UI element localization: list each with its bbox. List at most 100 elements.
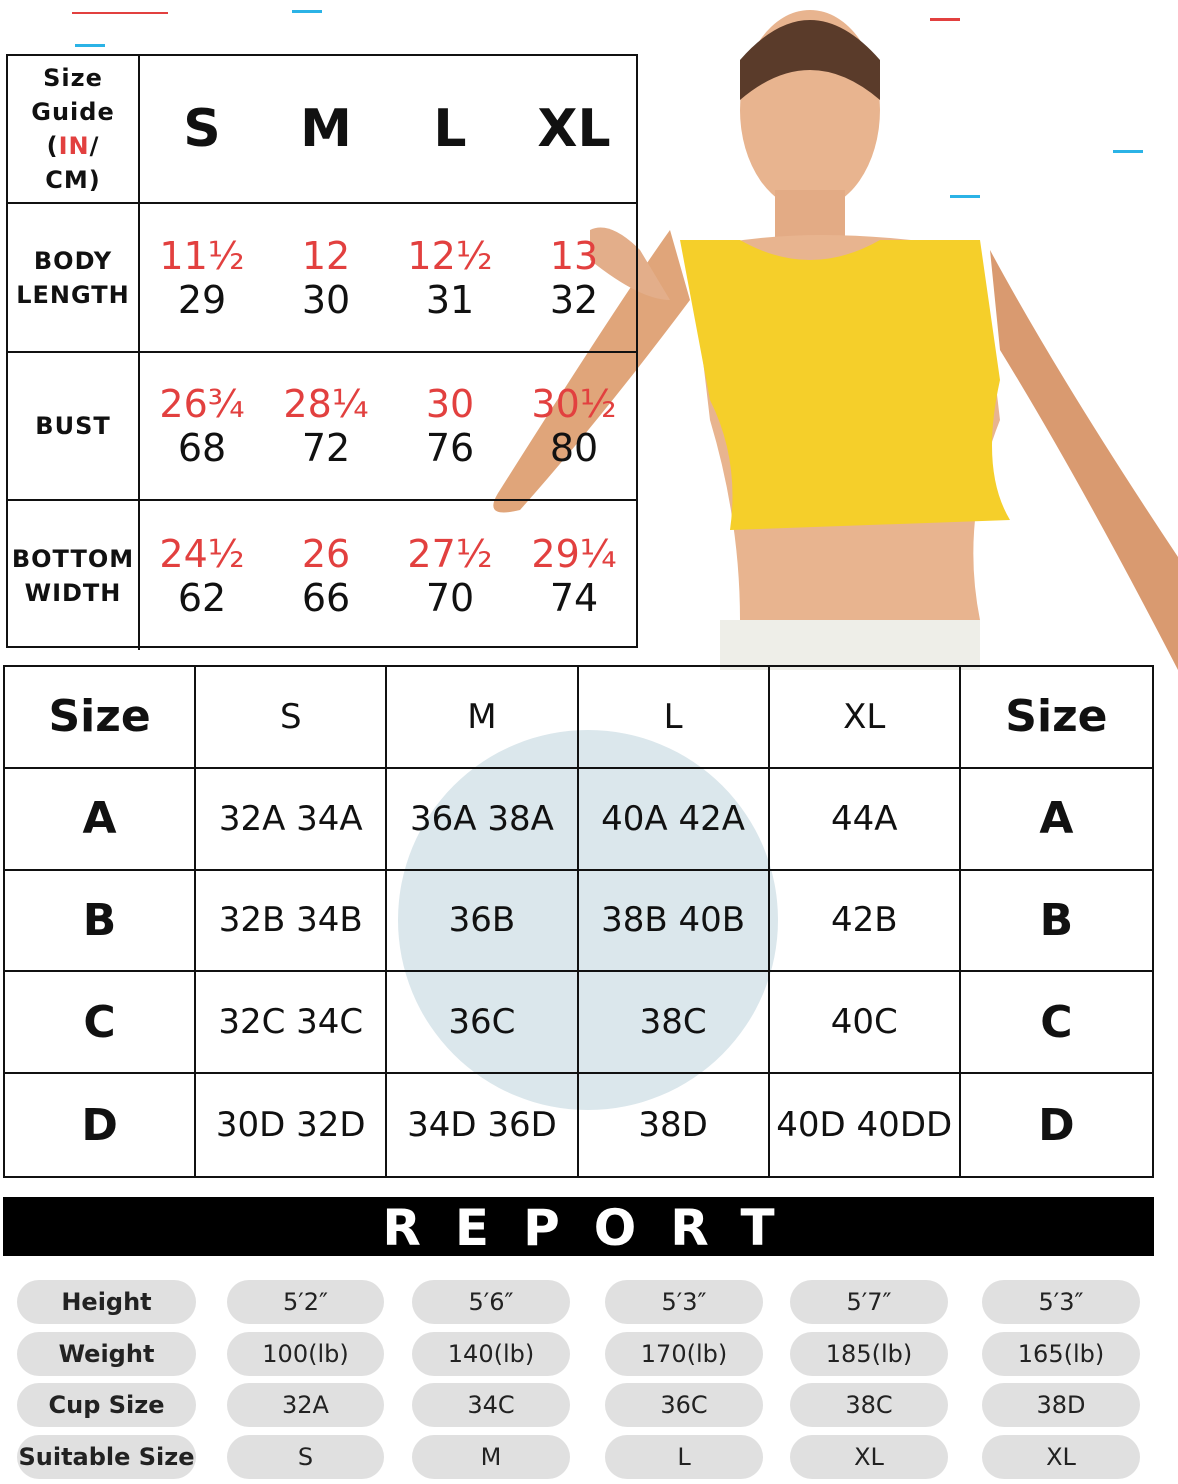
inch-value: 30	[425, 382, 475, 426]
table-cell: 30D 32D	[196, 1074, 388, 1176]
cm-value: 80	[549, 426, 599, 470]
report-row-label: Suitable Size	[17, 1435, 196, 1479]
table-cell: 34D 36D	[387, 1074, 579, 1176]
inch-value: 29¼	[531, 531, 617, 576]
cm-value: 32	[549, 277, 599, 322]
report-value-pill: M	[412, 1435, 570, 1479]
measurement-cell: 12½ 31	[388, 204, 512, 353]
inch-value: 12½	[407, 233, 493, 278]
measurement-cell: 12 30	[264, 204, 388, 353]
row-label-line: LENGTH	[16, 280, 130, 309]
decorative-dash	[292, 10, 322, 13]
size-header-m: M	[264, 56, 388, 204]
table-cell: D	[1038, 1099, 1075, 1151]
report-value-pill: 5′3″	[605, 1280, 763, 1324]
table-cell: C	[960, 972, 1152, 1075]
decorative-dash	[930, 18, 960, 21]
inch-value: 27½	[407, 531, 493, 576]
row-label: BOTTOM WIDTH	[8, 501, 140, 650]
row-label: BODY LENGTH	[8, 204, 140, 353]
row-label-line: BODY	[33, 246, 113, 275]
table-cell: 32C 34C	[196, 972, 388, 1075]
table-cell: 32B 34B	[196, 870, 388, 973]
report-row-label: Height	[17, 1280, 196, 1324]
cm-value: 30	[301, 277, 351, 322]
model-photo	[440, 0, 1178, 670]
table-header-cell: Size	[960, 667, 1152, 769]
table-cell: 40D 40DD	[770, 1074, 961, 1176]
report-value-pill: XL	[982, 1435, 1140, 1479]
cm-value: 31	[425, 277, 475, 322]
cm-value: 70	[425, 575, 475, 620]
inch-value: 24½	[159, 531, 245, 576]
size-header-l: L	[388, 56, 512, 204]
report-value-pill: 38C	[790, 1383, 948, 1427]
measurement-cell: 30 76	[388, 353, 512, 501]
report-value-pill: 32A	[227, 1383, 384, 1427]
table-header-cell: L	[578, 667, 770, 769]
report-value-pill: S	[227, 1435, 384, 1479]
size-guide-table: Size Guide (IN/ CM) S M L XL BODY LENGTH 1…	[6, 54, 638, 650]
inch-value: 11½	[159, 233, 245, 278]
table-cell: 38D	[579, 1074, 770, 1176]
row-label-line: BUST	[35, 412, 111, 440]
size-header-xl: XL	[512, 56, 636, 204]
inch-value: 13	[549, 233, 599, 278]
report-value-pill: 170(lb)	[605, 1332, 763, 1376]
size-header-s: S	[140, 56, 264, 204]
table-cell: B	[5, 870, 197, 973]
row-label-line: WIDTH	[24, 578, 122, 607]
table-cell: 36B	[387, 870, 579, 973]
decorative-dash	[1113, 150, 1143, 153]
table-cell: D	[5, 1074, 197, 1176]
cm-value: 66	[301, 575, 351, 620]
label-line: Size	[43, 64, 103, 92]
cm-value: 72	[301, 426, 351, 470]
report-row-label: Cup Size	[17, 1383, 196, 1427]
report-value-pill: 185(lb)	[790, 1332, 948, 1376]
row-label: BUST	[8, 353, 140, 501]
report-value-pill: 5′7″	[790, 1280, 948, 1324]
table-header-cell: XL	[769, 667, 961, 769]
report-value-pill: 5′6″	[412, 1280, 570, 1324]
report-value-pill: 34C	[412, 1383, 570, 1427]
inch-value: 30½	[531, 382, 617, 426]
table-header-cell: M	[387, 667, 579, 769]
table-cell: 38B 40B	[578, 870, 770, 973]
report-value-pill: L	[605, 1435, 763, 1479]
cm-value: 62	[177, 575, 227, 620]
report-value-pill: 5′3″	[982, 1280, 1140, 1324]
table-cell: B	[960, 871, 1152, 973]
bra-size-table: Size S M L XL Size A 32A 34A 36A 38A 40A 42A 44A A B…	[3, 665, 1154, 1178]
cm-value: 68	[177, 426, 227, 470]
table-cell: 32A 34A	[196, 768, 388, 871]
measurement-cell: 28¼ 72	[264, 353, 388, 501]
cm-value: 74	[549, 575, 599, 620]
measurement-cell: 26¾ 68	[140, 353, 264, 501]
measurement-cell: 13 32	[512, 204, 636, 353]
table-cell: 44A	[769, 768, 961, 871]
table-header-cell: Size	[5, 667, 197, 769]
size-guide-header-label: Size Guide (IN/ CM)	[8, 56, 140, 204]
report-value-pill: 165(lb)	[982, 1332, 1140, 1376]
inch-value: 12	[301, 233, 351, 278]
measurement-cell: 24½ 62	[140, 501, 264, 650]
measurement-cell: 29¼ 74	[512, 501, 636, 650]
report-row-label: Weight	[17, 1332, 196, 1376]
table-cell: A	[5, 768, 197, 871]
table-header-cell: S	[196, 667, 388, 769]
report-banner: REPORT	[3, 1197, 1154, 1257]
measurement-cell: 27½ 70	[388, 501, 512, 650]
table-cell: 40A 42A	[578, 768, 770, 871]
table-cell: A	[960, 769, 1152, 871]
measurement-cell: 11½ 29	[140, 204, 264, 353]
decorative-dash	[72, 12, 168, 14]
row-label-line: BOTTOM	[11, 544, 135, 573]
decorative-dash	[950, 195, 980, 198]
table-cell: 36C	[387, 972, 579, 1075]
decorative-dash	[75, 44, 105, 47]
unit-in: IN	[58, 132, 90, 160]
report-value-pill: 100(lb)	[227, 1332, 384, 1376]
report-value-pill: 5′2″	[227, 1280, 384, 1324]
cm-value: 76	[425, 426, 475, 470]
